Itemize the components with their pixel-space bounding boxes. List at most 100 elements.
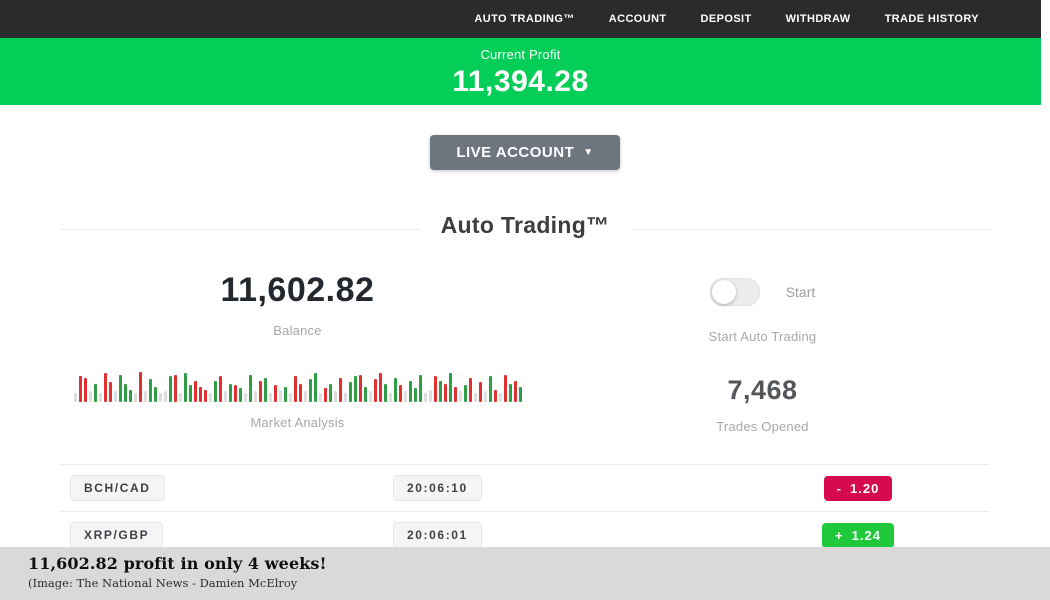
trades-opened-label: Trades Opened — [716, 419, 809, 434]
market-bar — [118, 375, 122, 402]
news-caption-bar: 11,602.82 profit in only 4 weeks! (Image… — [0, 547, 1050, 600]
trade-row: XRP/GBP 20:06:01 +1.24 — [60, 511, 990, 559]
market-bar — [303, 391, 307, 402]
market-analysis-stat: Market Analysis — [60, 372, 535, 434]
nav-item[interactable]: TRADE HISTORY — [884, 13, 979, 25]
market-bar — [373, 379, 377, 402]
trade-table: BCH/CAD 20:06:10 -1.20 XRP/GBP 20:06:01 +1.24 — [60, 464, 990, 559]
market-bar — [128, 390, 132, 402]
market-bar — [298, 384, 302, 402]
market-bar — [208, 393, 212, 402]
market-bar — [418, 375, 422, 402]
market-bar — [328, 384, 332, 402]
pair-badge: XRP/GBP — [70, 522, 164, 548]
toggle-knob — [711, 280, 736, 304]
live-account-button[interactable]: LIVE ACCOUNT ▼ — [430, 135, 620, 170]
market-bar — [273, 385, 277, 402]
top-navbar: AUTO TRADING™ ACCOUNT DEPOSIT WITHDRAW TRADE… — [0, 0, 1041, 38]
trade-row: BCH/CAD 20:06:10 -1.20 — [60, 464, 990, 511]
market-bar — [223, 391, 227, 402]
result-amount: 1.24 — [851, 527, 881, 543]
market-bar — [233, 385, 237, 402]
market-bar — [308, 379, 312, 402]
time-badge: 20:06:01 — [393, 522, 482, 548]
market-bar — [188, 385, 192, 402]
market-bar — [413, 388, 417, 402]
trades-opened-stat: 7,468 Trades Opened — [535, 372, 990, 434]
market-bar — [193, 381, 197, 402]
market-bar — [398, 385, 402, 402]
nav-item[interactable]: WITHDRAW — [785, 13, 851, 25]
market-bar — [498, 393, 502, 402]
market-bar — [163, 391, 167, 402]
market-bar — [518, 387, 522, 402]
market-bar — [198, 387, 202, 402]
market-bar — [463, 385, 467, 402]
result-badge: -1.20 — [823, 475, 893, 501]
result-sign: + — [835, 527, 844, 543]
market-bar — [318, 393, 322, 402]
nav-item[interactable]: ACCOUNT — [608, 13, 667, 25]
market-bar — [468, 378, 472, 402]
time-cell: 20:06:10 — [393, 475, 726, 501]
market-bar — [228, 384, 232, 402]
time-badge: 20:06:10 — [393, 475, 482, 501]
section-heading: Auto Trading™ — [0, 212, 1050, 246]
pair-badge: BCH/CAD — [70, 475, 165, 501]
time-cell: 20:06:01 — [393, 522, 726, 548]
market-bar — [478, 382, 482, 402]
start-toggle[interactable] — [709, 278, 760, 306]
market-bar — [343, 393, 347, 402]
market-bar — [183, 373, 187, 402]
page-title: Auto Trading™ — [418, 212, 632, 239]
market-bar — [278, 390, 282, 402]
market-bar — [443, 384, 447, 402]
market-bar — [213, 381, 217, 402]
result-cell: +1.24 — [726, 522, 990, 548]
toggle-state-label: Start — [785, 284, 816, 300]
market-bar — [388, 393, 392, 402]
market-bar — [368, 391, 372, 402]
market-bar — [158, 393, 162, 402]
market-bar — [133, 393, 137, 402]
market-bar — [408, 381, 412, 402]
market-bar — [123, 384, 127, 402]
market-analysis-label: Market Analysis — [250, 415, 345, 430]
market-bar — [258, 381, 262, 402]
market-bar — [493, 390, 497, 402]
market-bar — [218, 376, 222, 402]
live-account-label: LIVE ACCOUNT — [456, 144, 575, 161]
market-bar — [353, 376, 357, 402]
market-bar — [108, 382, 112, 402]
market-bar — [283, 387, 287, 402]
result-sign: - — [836, 480, 843, 496]
nav-item[interactable]: AUTO TRADING™ — [474, 13, 575, 25]
market-bar — [88, 391, 92, 402]
market-analysis-chart — [60, 372, 535, 402]
stats-grid: 11,602.82 Balance Start Start Auto Tradi… — [60, 271, 990, 434]
market-bar — [508, 384, 512, 402]
market-bar — [473, 393, 477, 402]
market-bar — [363, 387, 367, 402]
market-bar — [138, 372, 142, 402]
market-bar — [393, 378, 397, 402]
balance-stat: 11,602.82 Balance — [60, 271, 535, 344]
market-bar — [263, 378, 267, 402]
market-bar — [378, 373, 382, 402]
market-bar — [453, 387, 457, 402]
market-bar — [98, 393, 102, 402]
result-badge: +1.24 — [822, 522, 894, 548]
auto-trading-stat: Start Start Auto Trading — [535, 271, 990, 344]
market-bar — [433, 376, 437, 402]
caption-headline: 11,602.82 profit in only 4 weeks! — [28, 554, 327, 573]
market-bar — [243, 393, 247, 402]
market-bar — [333, 391, 337, 402]
pair-cell: BCH/CAD — [60, 475, 393, 501]
toggle-row: Start — [535, 278, 990, 306]
market-bar — [168, 376, 172, 402]
pair-cell: XRP/GBP — [60, 522, 393, 548]
caption-credit: (Image: The National News - Damien McElr… — [28, 576, 298, 590]
profit-banner-label: Current Profit — [480, 47, 561, 62]
nav-item[interactable]: DEPOSIT — [700, 13, 752, 25]
market-bar — [153, 387, 157, 402]
